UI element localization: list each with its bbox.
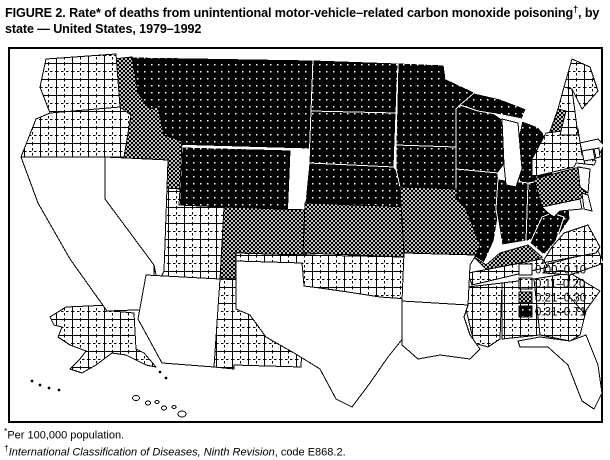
state-tx <box>235 260 413 408</box>
state-la <box>401 300 481 360</box>
footnote-icd: †International Classification of Disease… <box>4 443 604 460</box>
title-asterisk: * <box>95 6 101 21</box>
alaska-islands <box>30 370 168 392</box>
state-ct <box>581 148 596 162</box>
hawaii-island <box>132 395 140 401</box>
legend-swatch-0 <box>518 263 533 276</box>
hawaii-island <box>161 405 167 411</box>
hawaii-island <box>145 400 151 406</box>
figure-title: FIGURE 2. Rate* of deaths from unintenti… <box>5 4 606 37</box>
title-part: of deaths from unintentional motor-vehic… <box>100 6 574 21</box>
map-legend: 0.00–0.10 0.11–0.20 0.21–0.30 0.31–0.71 <box>518 263 586 319</box>
state-sd <box>308 110 397 168</box>
state-ak <box>49 304 157 374</box>
us-choropleth-map: 0.00–0.10 0.11–0.20 0.21–0.30 0.31–0.71 <box>8 47 605 423</box>
legend-label-1: 0.11–0.20 <box>535 279 585 291</box>
state-va <box>541 224 601 264</box>
state-ks <box>302 202 409 258</box>
state-in <box>495 178 529 246</box>
footnote-marker: † <box>4 442 9 453</box>
state-hi <box>132 395 187 418</box>
state-sc <box>567 272 601 314</box>
state-ar <box>401 252 477 306</box>
state-me <box>563 58 599 110</box>
state-az <box>137 274 221 368</box>
hawaii-island <box>177 410 187 418</box>
state-nd <box>310 59 399 114</box>
footnote-text: Per 100,000 population. <box>7 429 125 442</box>
state-wi <box>455 104 505 174</box>
legend-label-0: 0.00–0.10 <box>535 265 586 277</box>
map-panel: 0.00–0.10 0.11–0.20 0.21–0.30 0.31–0.71 <box>8 47 605 423</box>
legend-swatch-1 <box>518 277 533 290</box>
footnotes: *Per 100,000 population. †International … <box>4 426 604 460</box>
map-frame <box>8 47 603 423</box>
footnote-text: , code E868.2. <box>274 446 346 459</box>
state-wv <box>529 212 565 256</box>
state-de <box>581 192 593 212</box>
footnote-marker: * <box>4 426 8 436</box>
hawaii-island <box>171 405 177 409</box>
hawaii-island <box>154 400 160 404</box>
lake-michigan <box>501 118 523 188</box>
state-fl <box>517 334 603 410</box>
title-dagger: † <box>573 4 579 14</box>
legend-label-2: 0.21–0.30 <box>535 293 586 305</box>
legend-label-3: 0.31–0.71 <box>535 307 586 319</box>
state-nj <box>577 166 591 194</box>
footnote-rate: *Per 100,000 population. <box>4 426 604 443</box>
state-wa <box>39 53 121 114</box>
state-md <box>541 198 583 218</box>
footnote-italic-text: International Classification of Diseases… <box>8 446 275 459</box>
state-mi-upper <box>459 92 527 120</box>
states-layer <box>20 53 605 410</box>
state-ri <box>593 147 601 159</box>
title-part: , by state — United States, 1979–1992 <box>5 6 600 37</box>
legend-swatch-3 <box>518 305 533 318</box>
title-part: FIGURE 2. Rate <box>5 6 96 21</box>
state-ne <box>304 162 409 208</box>
legend-swatch-2 <box>518 291 533 304</box>
state-or <box>20 106 132 158</box>
